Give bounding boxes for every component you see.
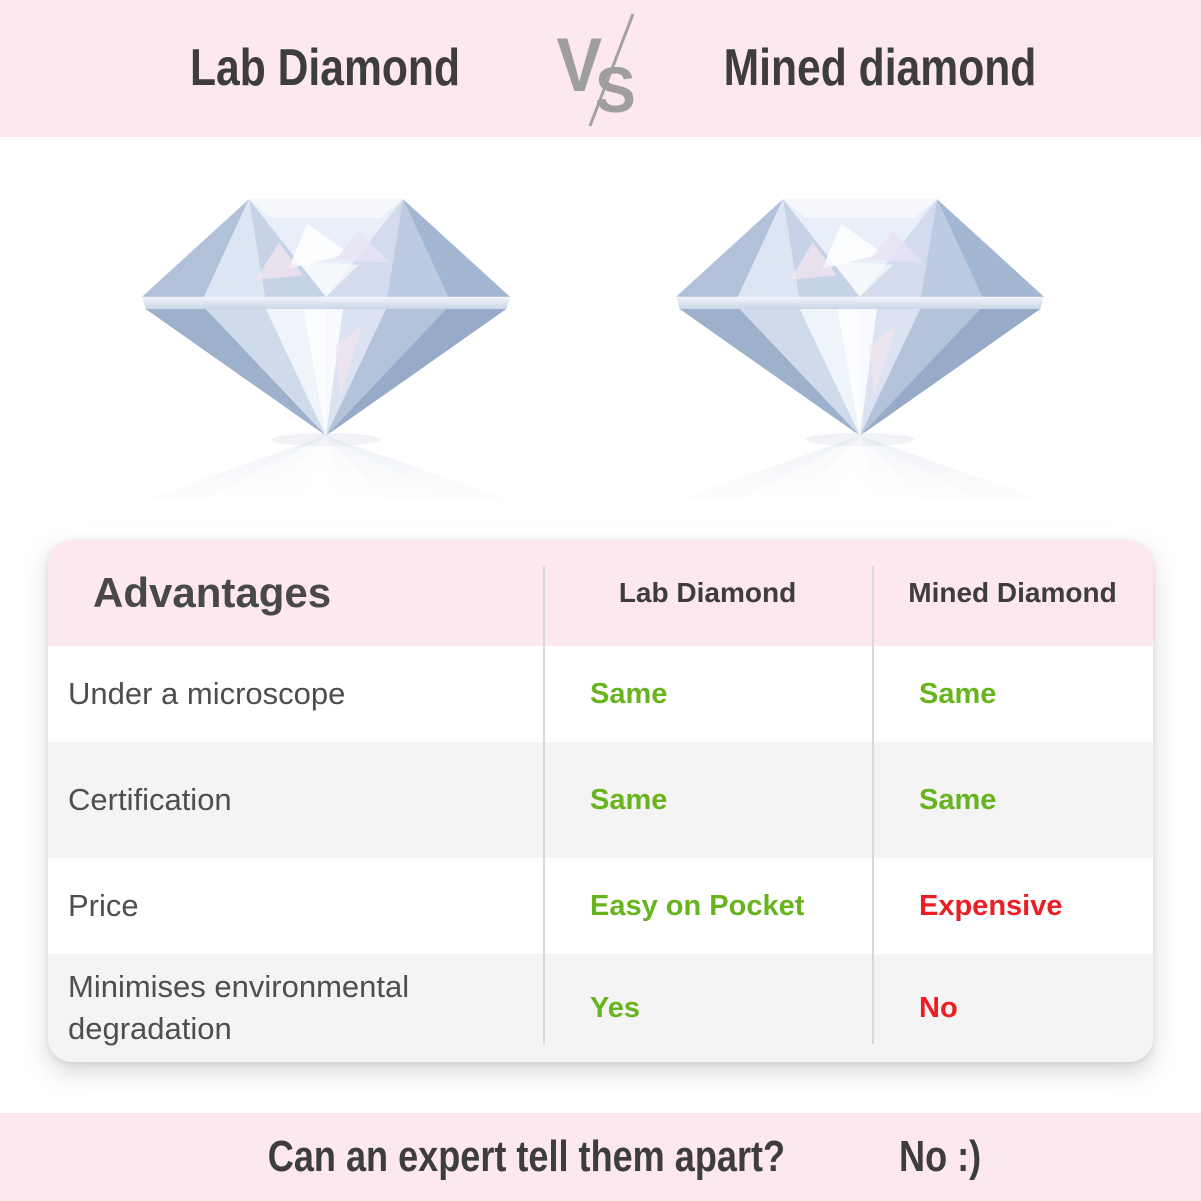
table-row: Minimises environmental degradation Yes … — [48, 954, 1153, 1062]
table-row: Certification Same Same — [48, 742, 1153, 858]
table-header-row: Advantages Lab Diamond Mined Diamond — [48, 540, 1153, 646]
mined-value: Same — [919, 783, 997, 816]
column-divider — [543, 566, 545, 1044]
mined-value: No — [919, 991, 958, 1024]
lab-diamond-column-header: Lab Diamond — [618, 577, 797, 608]
lab-value: Easy on Pocket — [590, 889, 805, 922]
mined-diamond-column-header: Mined Diamond — [908, 577, 1117, 608]
table-body: Under a microscope Same Same Certificati… — [48, 646, 1153, 1062]
mined-value: Same — [919, 677, 997, 710]
mined-diamond-image — [672, 186, 1048, 510]
row-label: Under a microscope — [68, 676, 346, 712]
mined-value: Expensive — [919, 889, 1063, 922]
row-label: Minimises environmental degradation — [68, 969, 410, 1046]
advantages-heading: Advantages — [93, 569, 332, 616]
lab-diamond-title: Lab Diamond — [189, 39, 461, 97]
column-divider — [872, 566, 874, 1044]
mined-diamond-title: Mined diamond — [723, 39, 1037, 97]
lab-value: Same — [590, 783, 668, 816]
lab-value: Same — [590, 677, 668, 710]
footer-question: Can an expert tell them apart? — [267, 1132, 786, 1181]
header-banner: Lab Diamond V S Mined diamond — [0, 0, 1201, 137]
comparison-table: Advantages Lab Diamond Mined Diamond Und… — [48, 540, 1153, 1062]
versus-s: S — [595, 54, 636, 126]
lab-value: Yes — [590, 991, 640, 1024]
footer-banner: Can an expert tell them apart? No :) — [0, 1113, 1201, 1201]
footer-answer: No :) — [898, 1132, 981, 1181]
versus-v: V — [556, 23, 603, 108]
versus-icon: V S — [548, 6, 658, 134]
lab-diamond-image — [138, 186, 514, 510]
table-row: Under a microscope Same Same — [48, 646, 1153, 742]
row-label: Price — [68, 888, 139, 924]
row-label: Certification — [68, 782, 232, 818]
table-row: Price Easy on Pocket Expensive — [48, 858, 1153, 954]
